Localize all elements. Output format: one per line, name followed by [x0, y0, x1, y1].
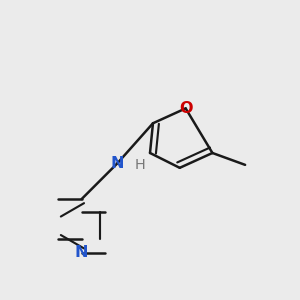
Text: O: O [179, 101, 192, 116]
Text: N: N [75, 245, 88, 260]
Text: H: H [134, 158, 145, 172]
Text: N: N [111, 156, 124, 171]
